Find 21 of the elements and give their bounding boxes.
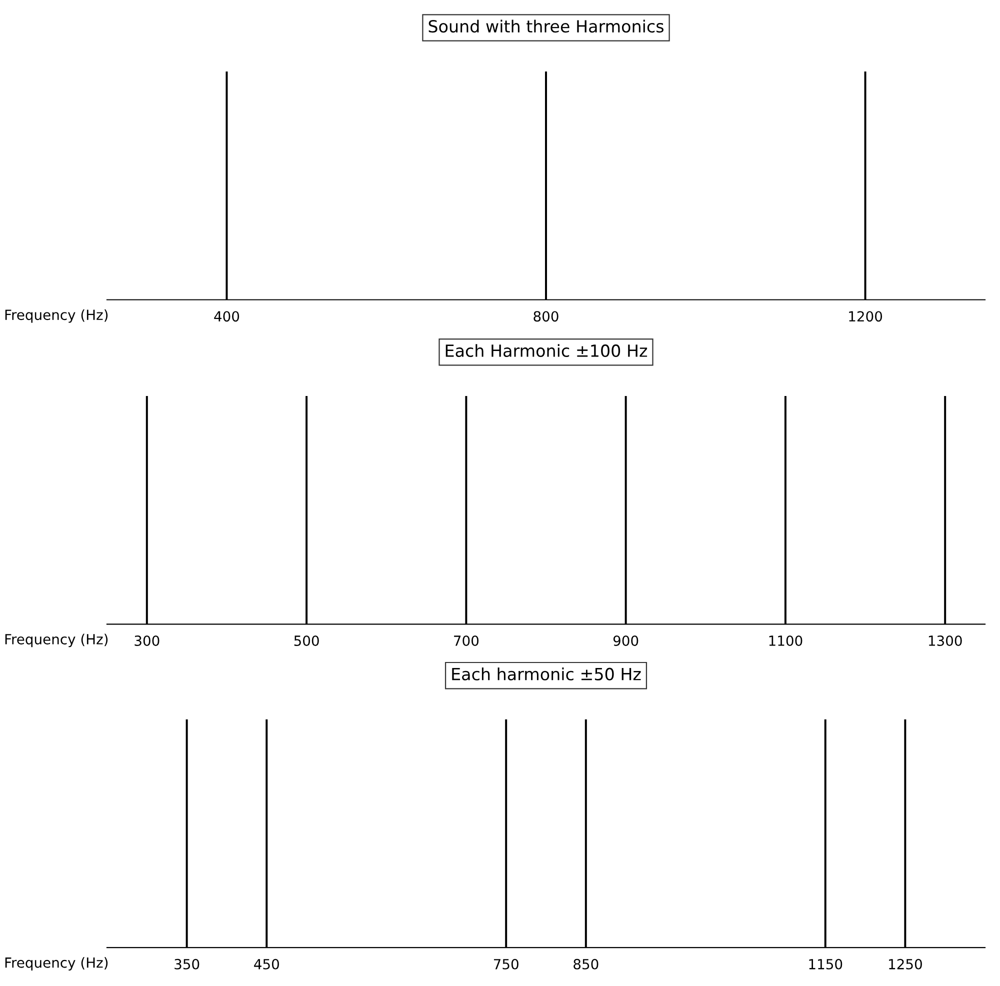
x-tick-label: 700 — [454, 635, 479, 646]
x-tick-label: 300 — [134, 635, 160, 646]
x-axis-title: Frequency (Hz) — [5, 309, 108, 323]
chart-title: Each harmonic ±50 Hz — [452, 668, 641, 680]
chart-title: Each Harmonic ±100 Hz — [446, 344, 648, 357]
x-tick-label: 450 — [254, 958, 279, 970]
x-tick-label: 750 — [494, 958, 518, 970]
x-tick-label: 1200 — [849, 311, 882, 322]
x-tick-label: 850 — [574, 958, 598, 970]
x-tick-label: 1300 — [928, 635, 962, 646]
x-tick-label: 500 — [294, 635, 319, 646]
x-tick-label: 400 — [214, 311, 240, 322]
x-tick-label: 1100 — [769, 635, 802, 646]
x-tick-label: 1250 — [889, 958, 922, 970]
x-axis-title: Frequency (Hz) — [5, 634, 108, 648]
x-axis-title: Frequency (Hz) — [5, 957, 108, 971]
x-tick-label: 900 — [613, 635, 638, 646]
x-tick-label: 800 — [534, 311, 558, 322]
chart-title: Sound with three Harmonics — [428, 20, 664, 33]
x-tick-label: 1150 — [809, 958, 842, 970]
x-tick-label: 350 — [174, 958, 200, 970]
